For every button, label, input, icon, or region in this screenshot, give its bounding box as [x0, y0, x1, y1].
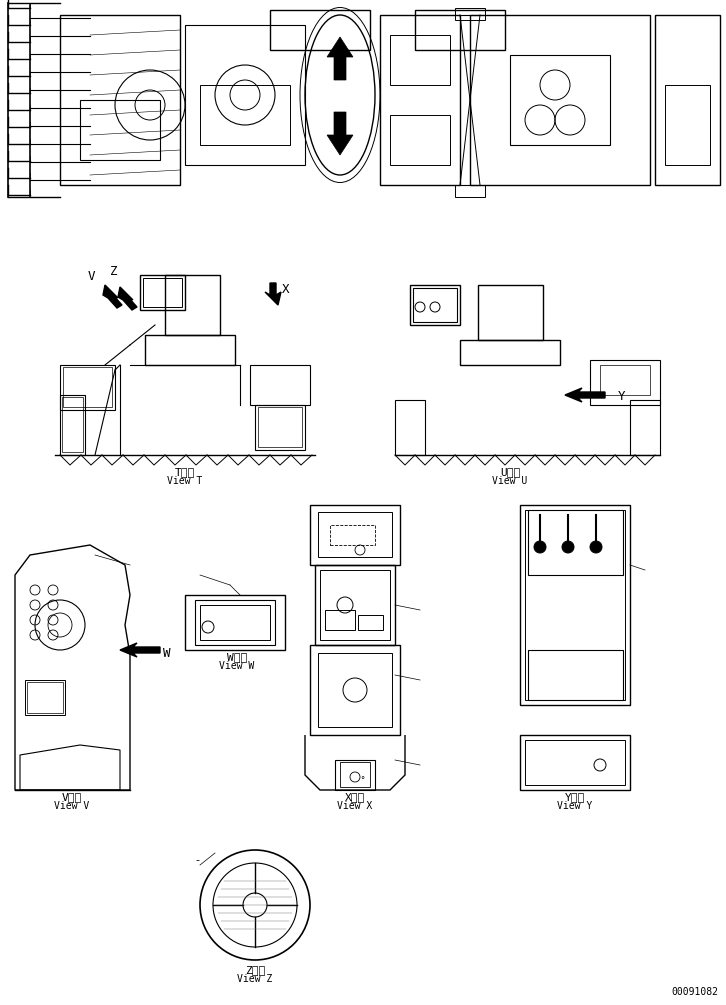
Bar	[520, 505, 630, 705]
Bar	[358, 615, 383, 630]
Bar	[525, 510, 625, 700]
Bar	[80, 100, 160, 160]
Bar	[460, 340, 560, 365]
Text: Z: Z	[110, 265, 118, 278]
Bar	[27, 682, 63, 713]
Text: X: X	[282, 283, 290, 296]
Bar	[380, 15, 460, 185]
Text: 00091082: 00091082	[671, 987, 718, 997]
Text: Y: Y	[618, 390, 626, 403]
Bar	[665, 85, 710, 165]
Bar	[390, 115, 450, 165]
Bar	[590, 360, 660, 405]
Bar	[310, 505, 400, 565]
Bar	[320, 570, 390, 640]
Bar	[270, 10, 370, 50]
Bar	[340, 762, 370, 787]
Text: Y　視: Y 視	[565, 792, 585, 802]
Text: V　視: V 視	[62, 792, 82, 802]
Bar	[330, 525, 375, 545]
Bar	[165, 275, 220, 335]
Bar	[318, 512, 392, 557]
Bar	[528, 650, 623, 700]
Polygon shape	[565, 388, 605, 402]
Bar	[185, 25, 305, 165]
Text: View Y: View Y	[558, 801, 592, 811]
Bar	[60, 395, 85, 455]
Bar	[62, 397, 83, 452]
Bar	[318, 653, 392, 727]
Polygon shape	[118, 287, 137, 310]
Bar	[395, 400, 425, 455]
Bar	[390, 35, 450, 85]
Text: View W: View W	[219, 661, 255, 671]
Polygon shape	[120, 643, 160, 657]
Bar	[410, 285, 460, 325]
Circle shape	[562, 541, 574, 553]
Bar	[520, 735, 630, 790]
Bar	[200, 605, 270, 640]
Text: View U: View U	[492, 476, 528, 486]
Text: View T: View T	[168, 476, 203, 486]
Circle shape	[590, 541, 602, 553]
Text: View Z: View Z	[237, 974, 273, 984]
Bar	[60, 365, 115, 410]
Text: Z　視: Z 視	[245, 965, 265, 975]
Text: U　視: U 視	[500, 467, 520, 477]
Bar	[250, 365, 310, 405]
Text: T　視: T 視	[175, 467, 195, 477]
Bar	[145, 335, 235, 365]
Bar	[413, 288, 457, 322]
Bar	[470, 15, 650, 185]
Text: X　視: X 視	[345, 792, 365, 802]
Bar	[143, 278, 182, 307]
Bar	[510, 55, 610, 145]
Bar	[630, 400, 660, 455]
Circle shape	[534, 541, 546, 553]
Text: W　視: W 視	[227, 652, 247, 662]
Bar	[315, 565, 395, 645]
Polygon shape	[327, 112, 353, 155]
Bar	[140, 275, 185, 310]
Bar	[455, 185, 485, 197]
Bar	[528, 510, 623, 575]
Bar	[455, 8, 485, 20]
Text: View X: View X	[338, 801, 372, 811]
Bar	[25, 680, 65, 715]
Bar	[185, 595, 285, 650]
Text: V: V	[88, 270, 96, 283]
Bar	[310, 645, 400, 735]
Text: -: -	[195, 855, 199, 865]
Bar	[60, 15, 180, 185]
Text: W: W	[163, 647, 171, 660]
Bar	[325, 610, 355, 630]
Text: View V: View V	[54, 801, 89, 811]
Bar	[335, 760, 375, 790]
Bar	[200, 85, 290, 145]
Text: °: °	[360, 776, 364, 785]
Bar	[525, 740, 625, 785]
Polygon shape	[327, 37, 353, 80]
Bar	[415, 10, 505, 50]
Bar	[600, 365, 650, 395]
Bar	[255, 405, 305, 450]
Bar	[258, 407, 302, 447]
Bar	[63, 367, 112, 407]
Bar	[478, 285, 543, 340]
Bar	[655, 15, 720, 185]
Bar	[195, 600, 275, 645]
Polygon shape	[103, 285, 122, 308]
Polygon shape	[265, 283, 281, 305]
